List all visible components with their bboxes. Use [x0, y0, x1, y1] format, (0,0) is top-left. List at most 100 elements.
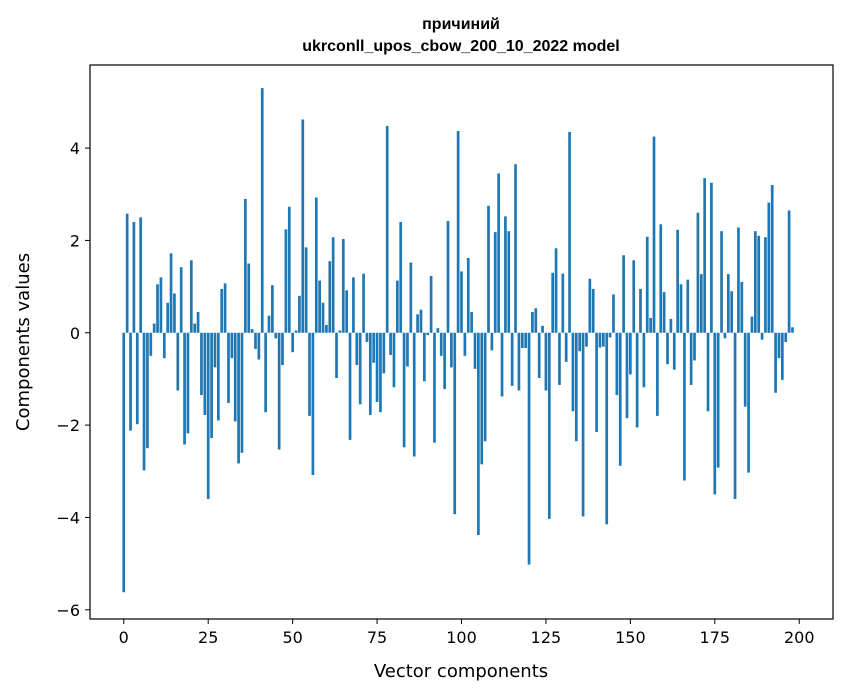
bar-70	[358, 332, 362, 405]
bar-25	[206, 332, 210, 499]
bar-155	[645, 236, 649, 333]
bar-101	[463, 332, 467, 356]
bar-143	[605, 332, 609, 525]
bar-99	[456, 131, 460, 333]
x-tick-label-6: 150	[615, 628, 646, 647]
bar-132	[568, 131, 571, 333]
bar-169	[693, 332, 696, 361]
bar-147	[618, 332, 622, 466]
bar-151	[632, 260, 636, 333]
bar-92	[433, 332, 436, 443]
bar-32	[230, 332, 234, 359]
bar-115	[510, 332, 514, 386]
bar-110	[493, 232, 497, 333]
bar-139	[591, 288, 595, 333]
bar-104	[473, 332, 477, 369]
bar-124	[541, 325, 544, 333]
bar-34	[237, 332, 240, 464]
bar-62	[331, 237, 335, 333]
bar-198	[791, 327, 794, 333]
bar-158	[656, 332, 659, 416]
bar-190	[764, 237, 767, 333]
bar-152	[635, 332, 639, 428]
bar-153	[639, 288, 642, 333]
bar-105	[477, 332, 480, 535]
bar-184	[743, 332, 747, 407]
bar-98	[453, 332, 457, 515]
bar-173	[706, 332, 710, 412]
bar-19	[186, 332, 190, 434]
y-axis-label: Components values	[13, 253, 34, 431]
bar-9	[152, 323, 156, 333]
bar-145	[612, 294, 615, 333]
bar-10	[156, 284, 159, 333]
bar-85	[409, 262, 413, 333]
bar-38	[250, 329, 254, 333]
bar-4	[135, 332, 139, 425]
bar-79	[389, 332, 392, 355]
bar-7	[146, 332, 149, 449]
bar-23	[200, 332, 203, 396]
bar-181	[733, 332, 737, 499]
bar-15	[173, 293, 176, 333]
bar-163	[672, 332, 676, 370]
bar-78	[385, 125, 389, 333]
bar-44	[271, 285, 274, 333]
bar-149	[625, 332, 629, 419]
bar-41	[260, 88, 264, 333]
bar-2	[129, 332, 132, 431]
bar-136	[581, 332, 585, 517]
bar-87	[416, 314, 419, 333]
bar-118	[520, 332, 524, 349]
bar-3	[132, 221, 136, 333]
bar-14	[169, 253, 173, 333]
bar-75	[375, 332, 379, 403]
bar-162	[669, 318, 673, 333]
bar-112	[500, 332, 504, 397]
x-tick-label-3: 75	[367, 628, 387, 647]
x-tick-label-7: 175	[700, 628, 731, 647]
bar-11	[159, 277, 163, 333]
bar-194	[777, 332, 781, 359]
bar-94	[439, 332, 443, 356]
bar-53	[301, 119, 305, 333]
bar-100	[460, 271, 463, 333]
bar-61	[328, 261, 332, 333]
bar-97	[450, 332, 453, 368]
bar-55	[308, 332, 311, 416]
bar-183	[740, 281, 744, 333]
x-tick-label-0: 0	[119, 628, 129, 647]
bar-108	[487, 205, 490, 333]
bar-177	[720, 231, 723, 333]
bar-73	[368, 332, 372, 415]
bar-0	[122, 332, 126, 593]
bar-193	[774, 332, 777, 393]
bar-12	[162, 332, 166, 359]
x-tick-label-8: 200	[784, 628, 815, 647]
bar-51	[294, 330, 298, 333]
y-tick-label-3: 0	[70, 324, 80, 343]
bar-109	[490, 332, 494, 351]
bar-67	[348, 332, 352, 440]
bar-107	[483, 332, 487, 442]
bar-142	[601, 332, 605, 347]
bar-81	[395, 280, 399, 333]
bar-31	[227, 332, 230, 403]
bar-84	[406, 332, 409, 367]
bar-95	[443, 332, 446, 390]
bar-148	[622, 255, 625, 333]
bar-187	[753, 231, 757, 333]
bar-175	[713, 332, 717, 495]
bar-74	[372, 332, 376, 363]
bar-28	[216, 332, 220, 421]
bar-130	[561, 273, 565, 333]
bar-90	[426, 332, 430, 336]
bar-16	[176, 332, 180, 391]
bar-26	[210, 332, 213, 439]
bar-86	[412, 332, 416, 457]
bar-114	[507, 231, 511, 333]
bar-42	[264, 332, 267, 413]
bar-13	[166, 302, 170, 333]
bar-30	[223, 283, 227, 333]
bar-129	[558, 332, 561, 385]
